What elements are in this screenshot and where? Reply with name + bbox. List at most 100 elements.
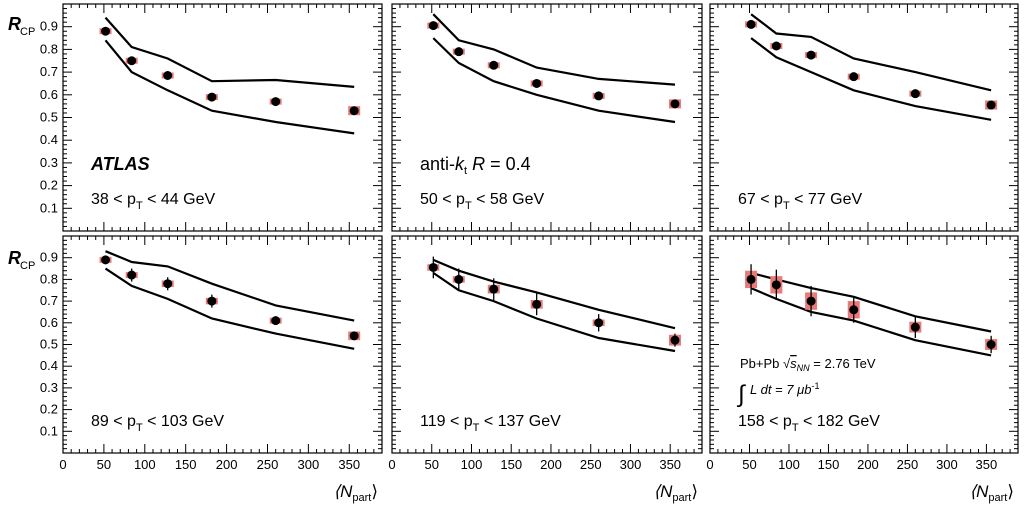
y-tick-label: 0.5: [40, 337, 58, 352]
x-tick-label: 200: [216, 457, 238, 472]
y-tick-label: 0.2: [40, 178, 58, 193]
band-upper-line: [432, 13, 676, 86]
pt-range-label: 38 < pT < 44 GeV: [91, 191, 215, 212]
y-tick-label: 0.6: [40, 87, 58, 102]
data-point: [207, 296, 217, 306]
integral-symbol: ∫: [736, 381, 746, 408]
y-tick-label: 0.8: [40, 271, 58, 286]
band-lower-line: [750, 287, 992, 357]
y-tick-label: 0.7: [40, 64, 58, 79]
data-point: [454, 274, 464, 284]
data-point: [101, 255, 111, 265]
pt-range-post: < 58 GeV: [472, 191, 545, 208]
data-point: [849, 72, 859, 82]
data-point: [532, 78, 542, 88]
pt-range-label: 67 < pT < 77 GeV: [738, 191, 862, 212]
y-tick-label: 0.7: [40, 293, 58, 308]
x-axis-title-main: ⟨N: [969, 482, 989, 501]
pt-range-pre: 158 < p: [738, 413, 792, 430]
y-tick-label: 0.3: [40, 155, 58, 170]
y-tick-label: 0.6: [40, 315, 58, 330]
band-upper-line: [432, 258, 676, 330]
svg-text:R: R: [8, 248, 21, 268]
data-point: [163, 279, 173, 289]
data-point: [428, 262, 438, 272]
data-point: [910, 89, 920, 99]
x-axis-title: ⟨Npart⟩: [653, 482, 698, 504]
x-tick-label: 50: [742, 457, 756, 472]
band-lower-line: [104, 267, 355, 350]
jet-anti: anti-: [420, 154, 455, 174]
x-tick-label: 350: [659, 457, 681, 472]
pt-range-label: 119 < pT < 137 GeV: [420, 413, 561, 434]
x-tick-label: 150: [818, 457, 840, 472]
x-axis-title-main: ⟨N: [333, 482, 353, 501]
y-axis-title-top: R CP: [8, 14, 35, 38]
pt-range-sub: T: [465, 200, 472, 212]
data-point: [349, 106, 359, 116]
x-axis-title: ⟨Npart⟩: [969, 482, 1014, 504]
pt-range-sub: T: [473, 422, 480, 434]
x-axis-title-close: ⟩: [691, 482, 698, 501]
panel-4: 0.1 0.2 0.3 0.4 0.5 0.6 0.7 0.8 0.9 0 50 100 150 200 2…: [40, 235, 383, 504]
pt-range-pre: 67 < p: [738, 191, 783, 208]
pt-range-sub: T: [783, 200, 790, 212]
data-point: [532, 299, 542, 309]
pt-range-post: < 44 GeV: [143, 191, 216, 208]
x-tick-label: 250: [580, 457, 602, 472]
data-point: [428, 21, 438, 31]
y-tick-label: 0.4: [40, 358, 58, 373]
x-tick-label: 100: [134, 457, 156, 472]
x-tick-label: 200: [540, 457, 562, 472]
energy-sub: NN: [797, 363, 810, 373]
pt-range-sub: T: [136, 200, 143, 212]
data-point: [207, 92, 217, 102]
band-upper-line: [750, 13, 992, 92]
data-point: [806, 50, 816, 60]
x-tick-label: 300: [620, 457, 642, 472]
panel-3: 67 < pT < 77 GeV: [709, 3, 1019, 232]
svg-text:R: R: [8, 14, 21, 34]
y-tick-label: 0.9: [40, 19, 58, 34]
panel-5: 0 50 100 150 200 250 300 350 ⟨Npart⟩ 119 < pT < 1…: [388, 235, 703, 504]
x-tick-label: 0: [59, 457, 66, 472]
svg-text:CP: CP: [20, 260, 35, 272]
luminosity-value: L dt = 7 μb: [750, 382, 811, 397]
y-tick-label: 0.2: [40, 402, 58, 417]
band-upper-line: [105, 250, 355, 322]
panels-group: 0.1 0.2 0.3 0.4 0.5 0.6 0.7 0.8 0.9 38 < pT < 44 …: [40, 3, 1019, 504]
band-lower-line: [750, 37, 992, 121]
x-axis-title-sub: part: [988, 492, 1007, 504]
jet-t-sub: t: [464, 165, 467, 177]
x-tick-label: 200: [857, 457, 879, 472]
band-lower-line: [432, 37, 676, 124]
pt-range-label: 89 < pT < 103 GeV: [91, 413, 224, 434]
pt-range-pre: 89 < p: [91, 413, 136, 430]
data-point: [101, 26, 111, 36]
x-tick-label: 100: [461, 457, 483, 472]
svg-text:CP: CP: [20, 26, 35, 38]
y-tick-label: 0.5: [40, 110, 58, 125]
y-tick-label: 0.4: [40, 132, 58, 147]
data-point: [489, 284, 499, 294]
collision-system: Pb+Pb: [740, 356, 783, 371]
data-point: [986, 100, 996, 110]
pt-range-post: < 103 GeV: [143, 413, 225, 430]
x-tick-label: 50: [425, 457, 439, 472]
jet-k: k: [455, 154, 465, 174]
collision-label: Pb+Pb √sNN = 2.76 TeV: [740, 356, 876, 373]
data-point: [746, 19, 756, 29]
panel-2: 50 < pT < 58 GeV anti-kt R = 0.4: [391, 3, 703, 232]
x-tick-label: 300: [298, 457, 320, 472]
x-axis-title-close: ⟩: [1007, 482, 1014, 501]
luminosity-exp: -1: [811, 381, 819, 391]
energy-value: = 2.76 TeV: [810, 356, 876, 371]
pt-range-sub: T: [136, 422, 143, 434]
y-tick-label: 0.1: [40, 200, 58, 215]
data-point: [746, 274, 756, 284]
x-axis-title-sub: part: [352, 492, 371, 504]
data-point: [806, 296, 816, 306]
data-point: [127, 270, 137, 280]
data-point: [849, 305, 859, 315]
band-lower-line: [104, 39, 355, 135]
